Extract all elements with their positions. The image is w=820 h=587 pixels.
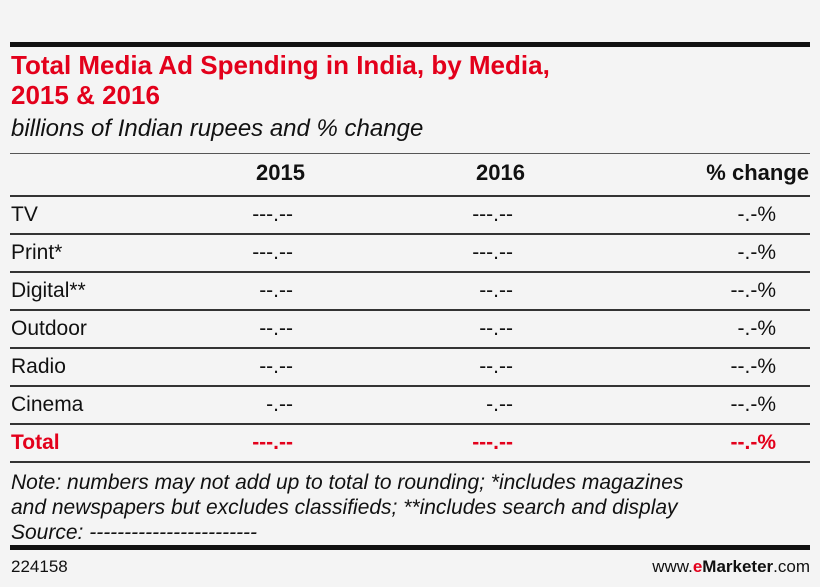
value-2016: --.-- — [479, 355, 513, 378]
emarketer-logo: www.eMarketer.com — [652, 556, 810, 578]
value-change: -.-% — [737, 317, 777, 340]
value-change: --.-% — [730, 279, 777, 302]
value-2016: ---.-- — [472, 431, 513, 454]
row-divider — [10, 347, 810, 349]
total-row: Total ---.-- ---.-- --.-% — [0, 424, 820, 462]
chart-id: 224158 — [11, 557, 68, 576]
column-header-2015: 2015 — [256, 160, 305, 185]
row-label: Outdoor — [11, 317, 87, 340]
row-divider — [10, 271, 810, 273]
row-divider — [10, 385, 810, 387]
source-line: Source: ------------------------ — [11, 521, 258, 544]
bottom-bar — [10, 545, 810, 550]
title-line-1: Total Media Ad Spending in India, by Med… — [11, 50, 550, 80]
row-label: Cinema — [11, 393, 84, 416]
chart-subtitle: billions of Indian rupees and % change — [11, 115, 424, 142]
row-divider — [10, 461, 810, 463]
divider — [10, 195, 810, 197]
top-bar — [10, 42, 810, 47]
table-row: TV ---.-- ---.-- -.-% — [0, 196, 820, 234]
value-2015: --.-- — [259, 279, 293, 302]
row-label: Print* — [11, 241, 63, 264]
row-label: Digital** — [11, 279, 86, 302]
value-2016: ---.-- — [472, 241, 513, 264]
table-row: Outdoor --.-- --.-- -.-% — [0, 310, 820, 348]
table-row: Print* ---.-- ---.-- -.-% — [0, 234, 820, 272]
note: Note: numbers may not add up to total to… — [11, 470, 811, 545]
value-change: --.-% — [730, 431, 777, 454]
value-2015: --.-- — [259, 317, 293, 340]
value-change: --.-% — [730, 393, 777, 416]
site-suffix: .com — [773, 557, 810, 576]
value-2016: --.-- — [479, 317, 513, 340]
value-2015: -.-- — [266, 393, 293, 416]
value-2015: ---.-- — [252, 203, 293, 226]
title-line-2: 2015 & 2016 — [11, 80, 160, 110]
row-label: TV — [11, 203, 38, 226]
value-2015: --.-- — [259, 355, 293, 378]
value-2015: ---.-- — [252, 431, 293, 454]
value-change: --.-% — [730, 355, 777, 378]
row-divider — [10, 309, 810, 311]
value-2016: ---.-- — [472, 203, 513, 226]
table-row: Radio --.-- --.-- --.-% — [0, 348, 820, 386]
column-header-2016: 2016 — [476, 160, 525, 185]
note-line: Note: numbers may not add up to total to… — [11, 471, 684, 494]
row-label: Total — [11, 431, 60, 454]
table-row: Cinema -.-- -.-- --.-% — [0, 386, 820, 424]
site-brand: Marketer — [702, 557, 774, 576]
row-divider — [10, 423, 810, 425]
value-change: -.-% — [737, 241, 777, 264]
row-label: Radio — [11, 355, 66, 378]
chart-title: Total Media Ad Spending in India, by Med… — [11, 50, 811, 110]
site-e: e — [692, 557, 703, 576]
value-2016: --.-- — [479, 279, 513, 302]
value-change: -.-% — [737, 203, 777, 226]
divider — [10, 153, 810, 154]
value-2016: -.-- — [486, 393, 513, 416]
table-row: Digital** --.-- --.-- --.-% — [0, 272, 820, 310]
value-2015: ---.-- — [252, 241, 293, 264]
site-prefix: www. — [652, 557, 693, 576]
note-line: and newspapers but excludes classifieds;… — [11, 496, 678, 519]
row-divider — [10, 233, 810, 235]
column-header-change: % change — [706, 160, 809, 185]
